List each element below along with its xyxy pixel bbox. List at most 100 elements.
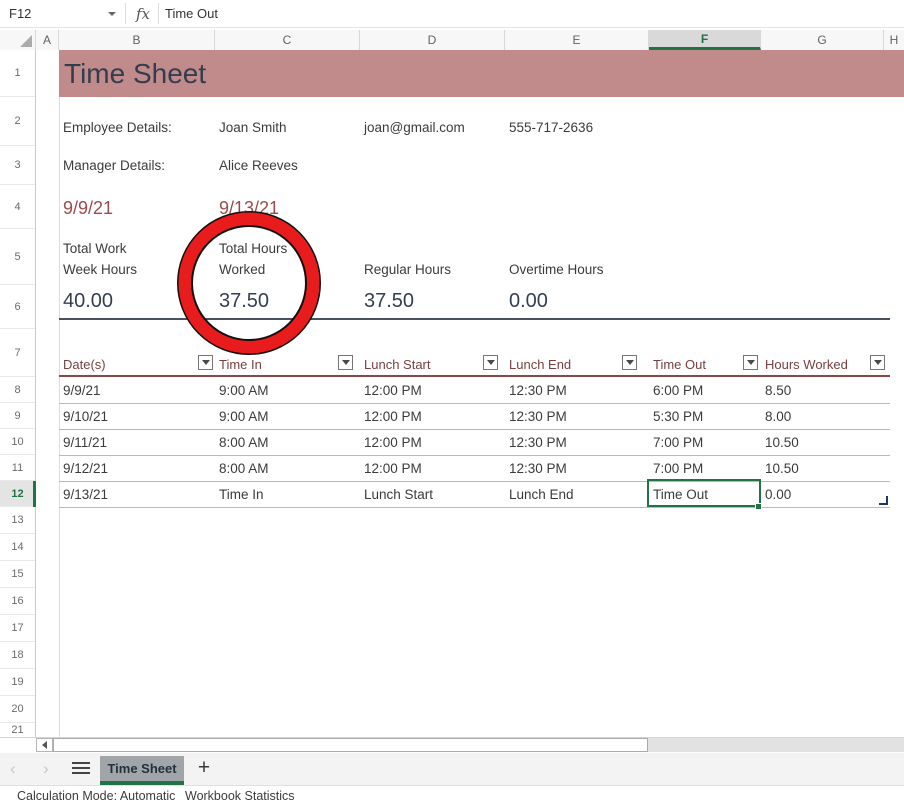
row-header-2[interactable]: 2 <box>0 97 35 146</box>
cell-f8[interactable]: 6:00 PM <box>653 382 704 398</box>
row-header-3[interactable]: 3 <box>0 146 35 185</box>
cell-b12[interactable]: 9/13/21 <box>63 486 109 502</box>
sheet-list-icon[interactable] <box>72 762 90 774</box>
cell-e8[interactable]: 12:30 PM <box>509 382 567 398</box>
row-header-8[interactable]: 8 <box>0 377 35 403</box>
regular-hours-label[interactable]: Regular Hours <box>364 262 452 277</box>
employee-name-cell[interactable]: Joan Smith <box>219 119 287 135</box>
manager-details-label[interactable]: Manager Details: <box>63 157 166 173</box>
column-header-g[interactable]: G <box>761 30 884 50</box>
row-header-6[interactable]: 6 <box>0 285 35 329</box>
column-header-a[interactable]: A <box>36 30 59 50</box>
table-header-lunch-end[interactable]: Lunch End <box>509 356 572 372</box>
table-header-lunch-start[interactable]: Lunch Start <box>364 356 431 372</box>
column-header-d[interactable]: D <box>360 30 505 50</box>
fx-icon[interactable]: fx <box>135 4 150 23</box>
cell-f11[interactable]: 7:00 PM <box>653 460 704 476</box>
employee-details-label[interactable]: Employee Details: <box>63 119 172 135</box>
row-header-4[interactable]: 4 <box>0 185 35 229</box>
row-header-9[interactable]: 9 <box>0 403 35 429</box>
scrollbar-thumb[interactable] <box>53 738 648 752</box>
select-all-button[interactable] <box>0 30 36 50</box>
row-header-1[interactable]: 1 <box>0 50 35 97</box>
manager-name-cell[interactable]: Alice Reeves <box>219 157 298 173</box>
workbook-statistics-status[interactable]: Workbook Statistics <box>185 789 295 803</box>
cell-c9[interactable]: 9:00 AM <box>219 408 269 424</box>
calculation-mode-status[interactable]: Calculation Mode: Automatic <box>17 789 176 803</box>
cell-b11[interactable]: 9/12/21 <box>63 460 109 476</box>
cell-f10[interactable]: 7:00 PM <box>653 434 704 450</box>
filter-button-time-in[interactable] <box>338 355 353 370</box>
filter-button-lunch-end[interactable] <box>622 355 637 370</box>
sheet-title-cell[interactable]: Time Sheet <box>59 50 904 97</box>
overtime-hours-value[interactable]: 0.00 <box>509 290 548 312</box>
cell-d10[interactable]: 12:00 PM <box>364 434 422 450</box>
cell-g8[interactable]: 8.50 <box>765 382 792 398</box>
row-header-16[interactable]: 16 <box>0 588 35 615</box>
cell-g11[interactable]: 10.50 <box>765 460 799 476</box>
column-header-b[interactable]: B <box>59 30 215 50</box>
row-header-10[interactable]: 10 <box>0 429 35 455</box>
cell-c12[interactable]: Time In <box>219 486 264 502</box>
scroll-left-button[interactable] <box>36 738 53 752</box>
row-header-19[interactable]: 19 <box>0 669 35 696</box>
cell-e9[interactable]: 12:30 PM <box>509 408 567 424</box>
scrollbar-track[interactable] <box>648 738 904 752</box>
tab-time-sheet[interactable]: Time Sheet <box>100 756 184 781</box>
cell-d9[interactable]: 12:00 PM <box>364 408 422 424</box>
table-header-dates[interactable]: Date(s) <box>63 356 106 372</box>
row-header-18[interactable]: 18 <box>0 642 35 669</box>
column-header-h[interactable]: H <box>884 30 904 50</box>
week-start-date-cell[interactable]: 9/9/21 <box>63 198 114 218</box>
column-header-f-selected[interactable]: F <box>649 30 761 50</box>
cell-e12[interactable]: Lunch End <box>509 486 574 502</box>
week-end-date-cell[interactable]: 9/13/21 <box>219 198 280 218</box>
filter-button-time-out[interactable] <box>743 355 758 370</box>
total-hours-worked-value[interactable]: 37.50 <box>219 290 270 312</box>
cell-d12[interactable]: Lunch Start <box>364 486 434 502</box>
row-header-7[interactable]: 7 <box>0 329 35 377</box>
column-header-e[interactable]: E <box>505 30 649 50</box>
column-header-c[interactable]: C <box>215 30 360 50</box>
cell-c8[interactable]: 9:00 AM <box>219 382 269 398</box>
sheet-nav-next-icon[interactable]: › <box>43 759 49 778</box>
fill-handle[interactable] <box>755 503 762 510</box>
chevron-down-icon[interactable] <box>108 12 116 16</box>
table-header-hours-worked[interactable]: Hours Worked <box>765 356 848 372</box>
cell-b9[interactable]: 9/10/21 <box>63 408 109 424</box>
cell-b10[interactable]: 9/11/21 <box>63 434 108 450</box>
row-header-11[interactable]: 11 <box>0 455 35 481</box>
formula-input[interactable]: Time Out <box>165 6 218 21</box>
cell-f9[interactable]: 5:30 PM <box>653 408 704 424</box>
regular-hours-value[interactable]: 37.50 <box>364 290 415 312</box>
employee-email-cell[interactable]: joan@gmail.com <box>364 119 465 135</box>
cell-g12[interactable]: 0.00 <box>765 486 792 502</box>
row-header-12-selected[interactable]: 12 <box>0 481 35 507</box>
table-resize-icon[interactable] <box>879 496 888 505</box>
row-header-17[interactable]: 17 <box>0 615 35 642</box>
row-header-15[interactable]: 15 <box>0 561 35 588</box>
overtime-hours-label[interactable]: Overtime Hours <box>509 262 604 277</box>
cell-b8[interactable]: 9/9/21 <box>63 382 101 398</box>
cell-e11[interactable]: 12:30 PM <box>509 460 567 476</box>
cell-d11[interactable]: 12:00 PM <box>364 460 422 476</box>
cell-g9[interactable]: 8.00 <box>765 408 792 424</box>
row-header-21[interactable]: 21 <box>0 723 35 737</box>
filter-button-hours-worked[interactable] <box>870 355 885 370</box>
row-header-20[interactable]: 20 <box>0 696 35 723</box>
cell-d8[interactable]: 12:00 PM <box>364 382 422 398</box>
total-work-week-hours-value[interactable]: 40.00 <box>63 290 114 312</box>
total-work-week-hours-label[interactable]: Total Work Week Hours <box>63 241 138 277</box>
filter-button-lunch-start[interactable] <box>483 355 498 370</box>
cell-c11[interactable]: 8:00 AM <box>219 460 269 476</box>
cell-g10[interactable]: 10.50 <box>765 434 799 450</box>
employee-phone-cell[interactable]: 555-717-2636 <box>509 119 594 135</box>
cell-c10[interactable]: 8:00 AM <box>219 434 269 450</box>
filter-button-dates[interactable] <box>198 355 213 370</box>
row-header-13[interactable]: 13 <box>0 507 35 534</box>
table-header-time-in[interactable]: Time In <box>219 356 262 372</box>
row-header-14[interactable]: 14 <box>0 534 35 561</box>
table-header-time-out[interactable]: Time Out <box>653 356 706 372</box>
row-header-5[interactable]: 5 <box>0 229 35 285</box>
name-box[interactable]: F12 <box>0 0 125 27</box>
